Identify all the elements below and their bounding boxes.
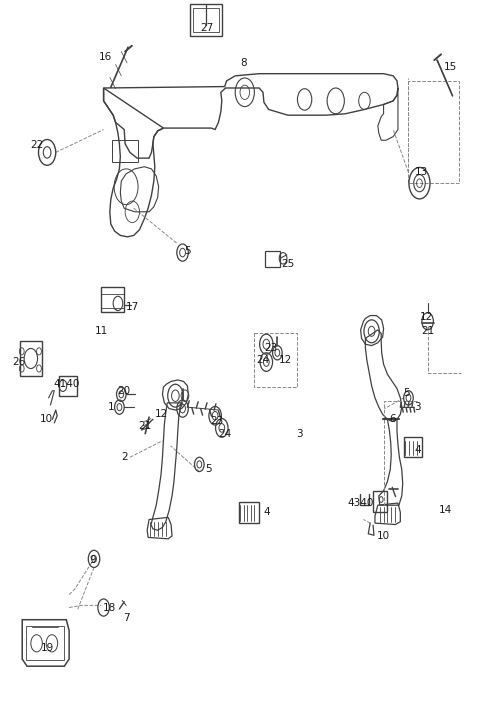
Text: 21: 21 xyxy=(421,326,434,336)
Text: 4140: 4140 xyxy=(54,379,80,389)
Bar xyxy=(112,141,138,162)
Text: 5: 5 xyxy=(184,246,191,256)
Text: 15: 15 xyxy=(444,62,457,72)
Text: 23: 23 xyxy=(264,343,278,353)
Text: 25: 25 xyxy=(281,259,295,269)
Text: 12: 12 xyxy=(155,409,168,419)
Text: 3: 3 xyxy=(414,402,420,412)
Text: 23: 23 xyxy=(210,417,224,427)
Text: 5: 5 xyxy=(403,388,410,398)
Text: 12: 12 xyxy=(278,355,292,365)
Text: 18: 18 xyxy=(103,602,117,612)
Text: 12: 12 xyxy=(420,312,433,322)
Text: 4: 4 xyxy=(263,508,270,518)
Bar xyxy=(373,491,387,513)
Text: 3: 3 xyxy=(297,429,303,439)
Text: 10: 10 xyxy=(39,414,53,424)
Bar xyxy=(265,251,280,267)
Text: 24: 24 xyxy=(218,429,231,439)
Text: 24: 24 xyxy=(256,355,270,365)
Text: 17: 17 xyxy=(126,302,139,312)
Text: 21: 21 xyxy=(139,422,152,432)
Bar xyxy=(26,626,64,660)
Text: 26: 26 xyxy=(12,357,25,367)
Text: 14: 14 xyxy=(439,505,453,516)
Bar xyxy=(239,502,259,523)
Text: 16: 16 xyxy=(98,52,112,62)
Text: 19: 19 xyxy=(41,643,54,653)
Bar xyxy=(193,8,219,32)
Bar xyxy=(190,4,222,37)
Text: 8: 8 xyxy=(240,58,247,68)
Bar xyxy=(20,341,42,376)
Text: 5: 5 xyxy=(205,465,212,475)
Text: 27: 27 xyxy=(200,23,213,33)
Text: 13: 13 xyxy=(415,168,429,177)
Text: 4: 4 xyxy=(415,445,421,455)
Text: 6: 6 xyxy=(389,414,396,424)
Text: 22: 22 xyxy=(30,141,43,151)
Text: 20: 20 xyxy=(118,386,131,396)
Text: 4340: 4340 xyxy=(348,498,374,508)
Text: 1: 1 xyxy=(108,402,114,412)
Text: 10: 10 xyxy=(377,531,390,541)
Text: 7: 7 xyxy=(123,612,130,622)
Text: 2: 2 xyxy=(121,452,128,462)
Bar xyxy=(101,287,124,312)
Bar xyxy=(404,437,422,457)
Bar xyxy=(101,294,124,308)
Text: 11: 11 xyxy=(95,326,108,336)
Bar xyxy=(59,376,77,396)
Text: 9: 9 xyxy=(89,555,96,565)
